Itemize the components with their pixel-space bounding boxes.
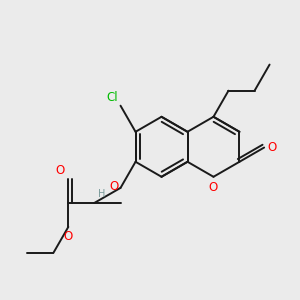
Text: O: O bbox=[64, 230, 73, 243]
Text: H: H bbox=[98, 189, 105, 199]
Text: O: O bbox=[209, 181, 218, 194]
Text: Cl: Cl bbox=[107, 91, 118, 103]
Text: O: O bbox=[56, 164, 65, 177]
Text: O: O bbox=[109, 180, 119, 193]
Text: O: O bbox=[267, 141, 277, 154]
